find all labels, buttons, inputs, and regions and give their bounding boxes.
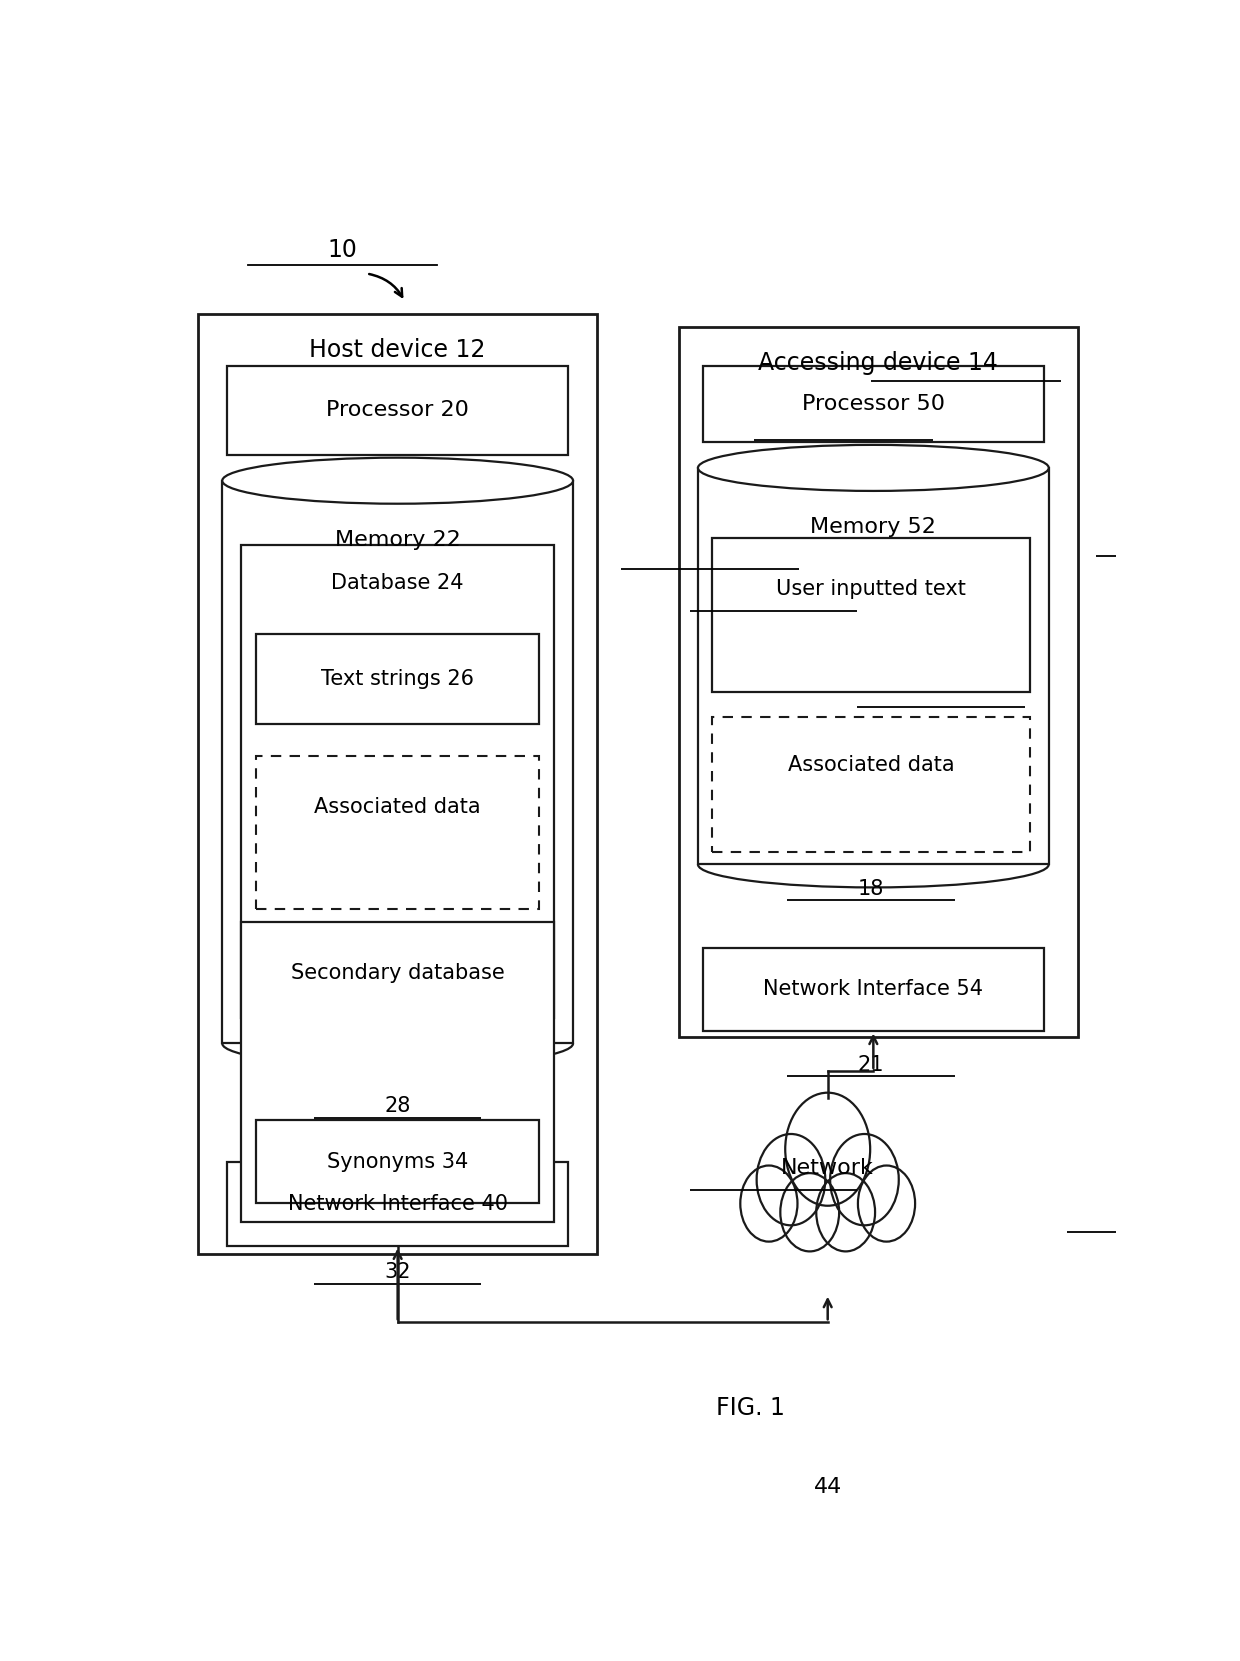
Ellipse shape bbox=[698, 445, 1049, 492]
Circle shape bbox=[756, 1134, 826, 1226]
Text: Associated data: Associated data bbox=[315, 797, 481, 817]
Text: Network Interface 54: Network Interface 54 bbox=[764, 978, 983, 998]
Circle shape bbox=[858, 1166, 915, 1242]
Text: 28: 28 bbox=[384, 1096, 410, 1116]
Text: Memory 52: Memory 52 bbox=[811, 517, 936, 537]
Circle shape bbox=[780, 1173, 839, 1251]
Text: Synonyms 34: Synonyms 34 bbox=[327, 1151, 469, 1171]
Text: Processor 50: Processor 50 bbox=[802, 394, 945, 414]
Text: Secondary database: Secondary database bbox=[290, 963, 505, 983]
Bar bbox=[703, 365, 1044, 442]
Bar bbox=[712, 538, 1029, 691]
Bar bbox=[712, 718, 1029, 852]
Text: 32: 32 bbox=[384, 1262, 410, 1282]
Text: Database 24: Database 24 bbox=[331, 573, 464, 593]
Bar bbox=[198, 314, 596, 1254]
Bar bbox=[242, 922, 554, 1222]
Circle shape bbox=[785, 1093, 870, 1206]
Text: Network: Network bbox=[781, 1158, 874, 1178]
Text: 21: 21 bbox=[858, 1055, 884, 1075]
Bar bbox=[227, 1163, 568, 1246]
Circle shape bbox=[830, 1134, 899, 1226]
Text: 10: 10 bbox=[327, 239, 357, 262]
Text: Associated data: Associated data bbox=[787, 756, 955, 776]
Circle shape bbox=[816, 1173, 875, 1251]
Bar bbox=[703, 947, 1044, 1030]
Text: 18: 18 bbox=[858, 879, 884, 899]
Bar bbox=[255, 756, 539, 909]
Text: Processor 20: Processor 20 bbox=[326, 400, 469, 420]
Bar bbox=[255, 635, 539, 724]
Text: Accessing device 14: Accessing device 14 bbox=[758, 350, 998, 375]
Text: User inputted text: User inputted text bbox=[776, 580, 966, 600]
Bar bbox=[698, 468, 1049, 864]
Bar bbox=[255, 1120, 539, 1203]
Circle shape bbox=[740, 1166, 797, 1242]
Ellipse shape bbox=[222, 458, 573, 503]
Text: Host device 12: Host device 12 bbox=[310, 339, 486, 362]
Bar bbox=[242, 545, 554, 1018]
Text: FIG. 1: FIG. 1 bbox=[717, 1395, 785, 1420]
Text: 44: 44 bbox=[813, 1477, 842, 1497]
Text: Text strings 26: Text strings 26 bbox=[321, 669, 474, 689]
Bar bbox=[678, 327, 1078, 1036]
Bar bbox=[227, 365, 568, 455]
Bar bbox=[222, 480, 573, 1043]
Text: Network Interface 40: Network Interface 40 bbox=[288, 1194, 507, 1214]
Text: Memory 22: Memory 22 bbox=[335, 530, 460, 550]
